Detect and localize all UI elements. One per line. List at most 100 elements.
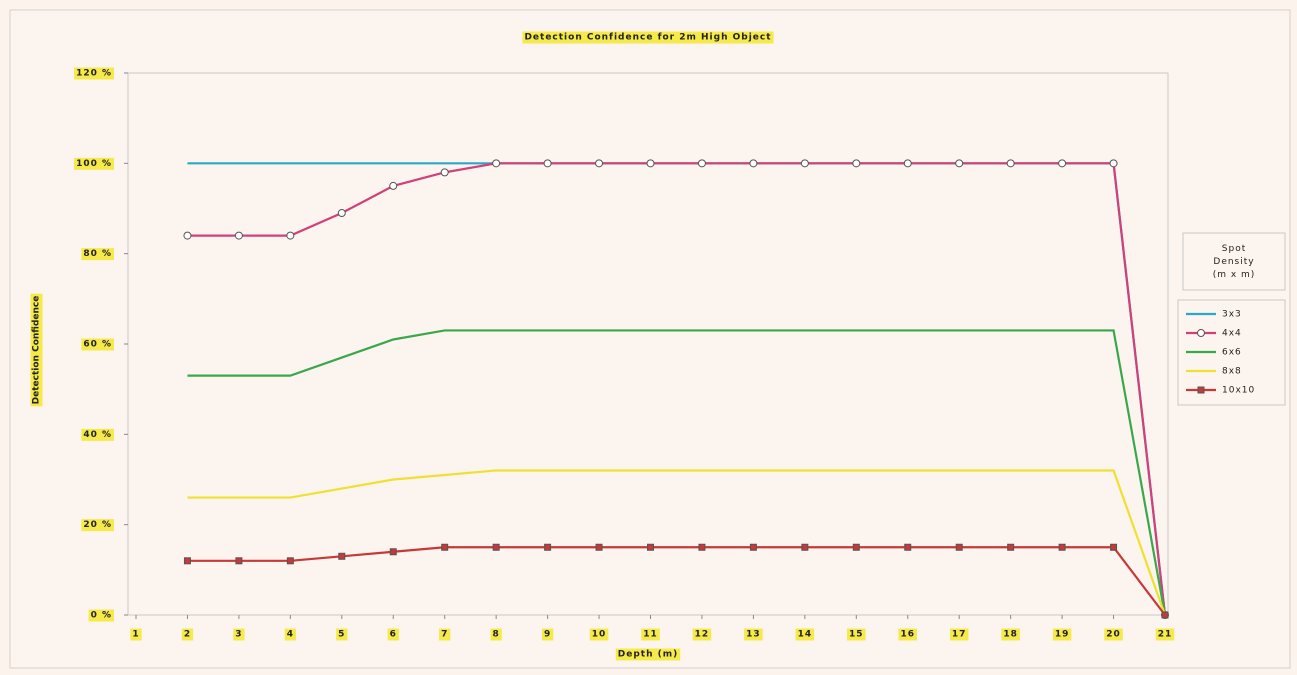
label-highlight: [181, 628, 194, 641]
point: [492, 543, 500, 551]
x-tick-label: 15: [849, 630, 864, 640]
point: [234, 231, 243, 240]
plot-area: [127, 72, 1169, 616]
point: [955, 543, 963, 551]
legend-label: 4x4: [1222, 329, 1242, 339]
x-tick-label: 21: [1158, 630, 1173, 640]
point: [595, 543, 603, 551]
label-highlight: [81, 338, 114, 351]
label-highlight: [541, 628, 554, 641]
y-tick-label: 0 %: [91, 611, 112, 621]
point: [749, 159, 758, 168]
x-tick-label: 19: [1055, 630, 1070, 640]
legend-label: 6x6: [1222, 348, 1242, 358]
legend-label: 3x3: [1222, 310, 1242, 320]
series-line: [187, 546, 1166, 616]
label-highlight: [88, 609, 114, 622]
point: [646, 159, 655, 168]
label-highlight: [522, 31, 774, 44]
x-tick-label: 13: [746, 630, 761, 640]
point: [595, 159, 604, 168]
legend-title-line: Density: [1213, 257, 1254, 267]
point: [903, 159, 912, 168]
point: [286, 231, 295, 240]
point: [1058, 543, 1066, 551]
x-tick-label: 14: [798, 630, 813, 640]
legend-label: 10x10: [1222, 386, 1255, 396]
point: [852, 543, 860, 551]
label-highlight: [744, 628, 763, 641]
label-highlight: [490, 628, 502, 641]
point: [800, 159, 809, 168]
point: [749, 543, 757, 551]
series-line: [187, 329, 1167, 616]
x-tick-label: 20: [1106, 630, 1121, 640]
y-tick-label: 60 %: [83, 340, 112, 350]
point: [1109, 159, 1118, 168]
label-highlight: [130, 628, 142, 641]
chart-title: Detection Confidence for 2m High Object: [524, 33, 771, 43]
label-highlight: [641, 628, 660, 641]
legend-marker: [1197, 386, 1205, 394]
label-highlight: [439, 628, 451, 641]
x-tick-label: 2: [184, 630, 191, 640]
point: [904, 543, 912, 551]
point: [389, 548, 397, 556]
legend-title-line: (m x m): [1213, 270, 1256, 280]
point: [1006, 159, 1015, 168]
label-highlight: [81, 519, 114, 532]
legend-title-line: Spot: [1222, 244, 1246, 254]
point: [338, 552, 346, 560]
label-highlight: [74, 67, 114, 80]
label-highlight: [692, 628, 712, 641]
label-highlight: [284, 628, 296, 641]
label-highlight: [81, 428, 114, 441]
point: [543, 159, 552, 168]
point: [697, 159, 706, 168]
x-tick-label: 11: [643, 630, 658, 640]
series-line: [187, 162, 1167, 616]
point: [183, 557, 191, 565]
label-highlight: [795, 628, 815, 641]
label-highlight: [387, 628, 399, 641]
x-tick-label: 6: [390, 630, 397, 640]
x-tick-label: 8: [493, 630, 500, 640]
point: [235, 557, 243, 565]
point: [492, 159, 501, 168]
x-tick-label: 9: [544, 630, 551, 640]
label-highlight: [1052, 628, 1072, 641]
legend-marker: [1197, 329, 1205, 337]
label-highlight: [898, 628, 918, 641]
legend-title-box: [1182, 232, 1286, 291]
series-line: [187, 469, 1167, 616]
point: [441, 543, 449, 551]
point: [852, 159, 861, 168]
point: [1110, 543, 1118, 551]
x-tick-label: 4: [287, 630, 294, 640]
x-axis-label: Depth (m): [618, 650, 678, 660]
label-highlight: [81, 248, 114, 261]
x-tick-label: 1: [132, 630, 139, 640]
label-highlight: [589, 628, 609, 641]
point: [544, 543, 552, 551]
point: [1161, 611, 1169, 619]
x-tick-label: 10: [592, 630, 607, 640]
x-tick-label: 17: [952, 630, 967, 640]
point: [801, 543, 809, 551]
label-highlight: [1155, 628, 1175, 641]
label-highlight: [74, 157, 114, 170]
label-highlight: [233, 628, 245, 641]
point: [286, 557, 294, 565]
x-tick-label: 18: [1003, 630, 1018, 640]
label-highlight: [615, 648, 681, 661]
point: [337, 209, 346, 218]
point: [698, 543, 706, 551]
point: [183, 231, 192, 240]
point: [647, 543, 654, 551]
label-highlight: [949, 628, 969, 641]
x-tick-label: 12: [695, 630, 710, 640]
point: [1058, 159, 1067, 168]
legend-title: Spot Density (m x m): [1213, 244, 1256, 280]
